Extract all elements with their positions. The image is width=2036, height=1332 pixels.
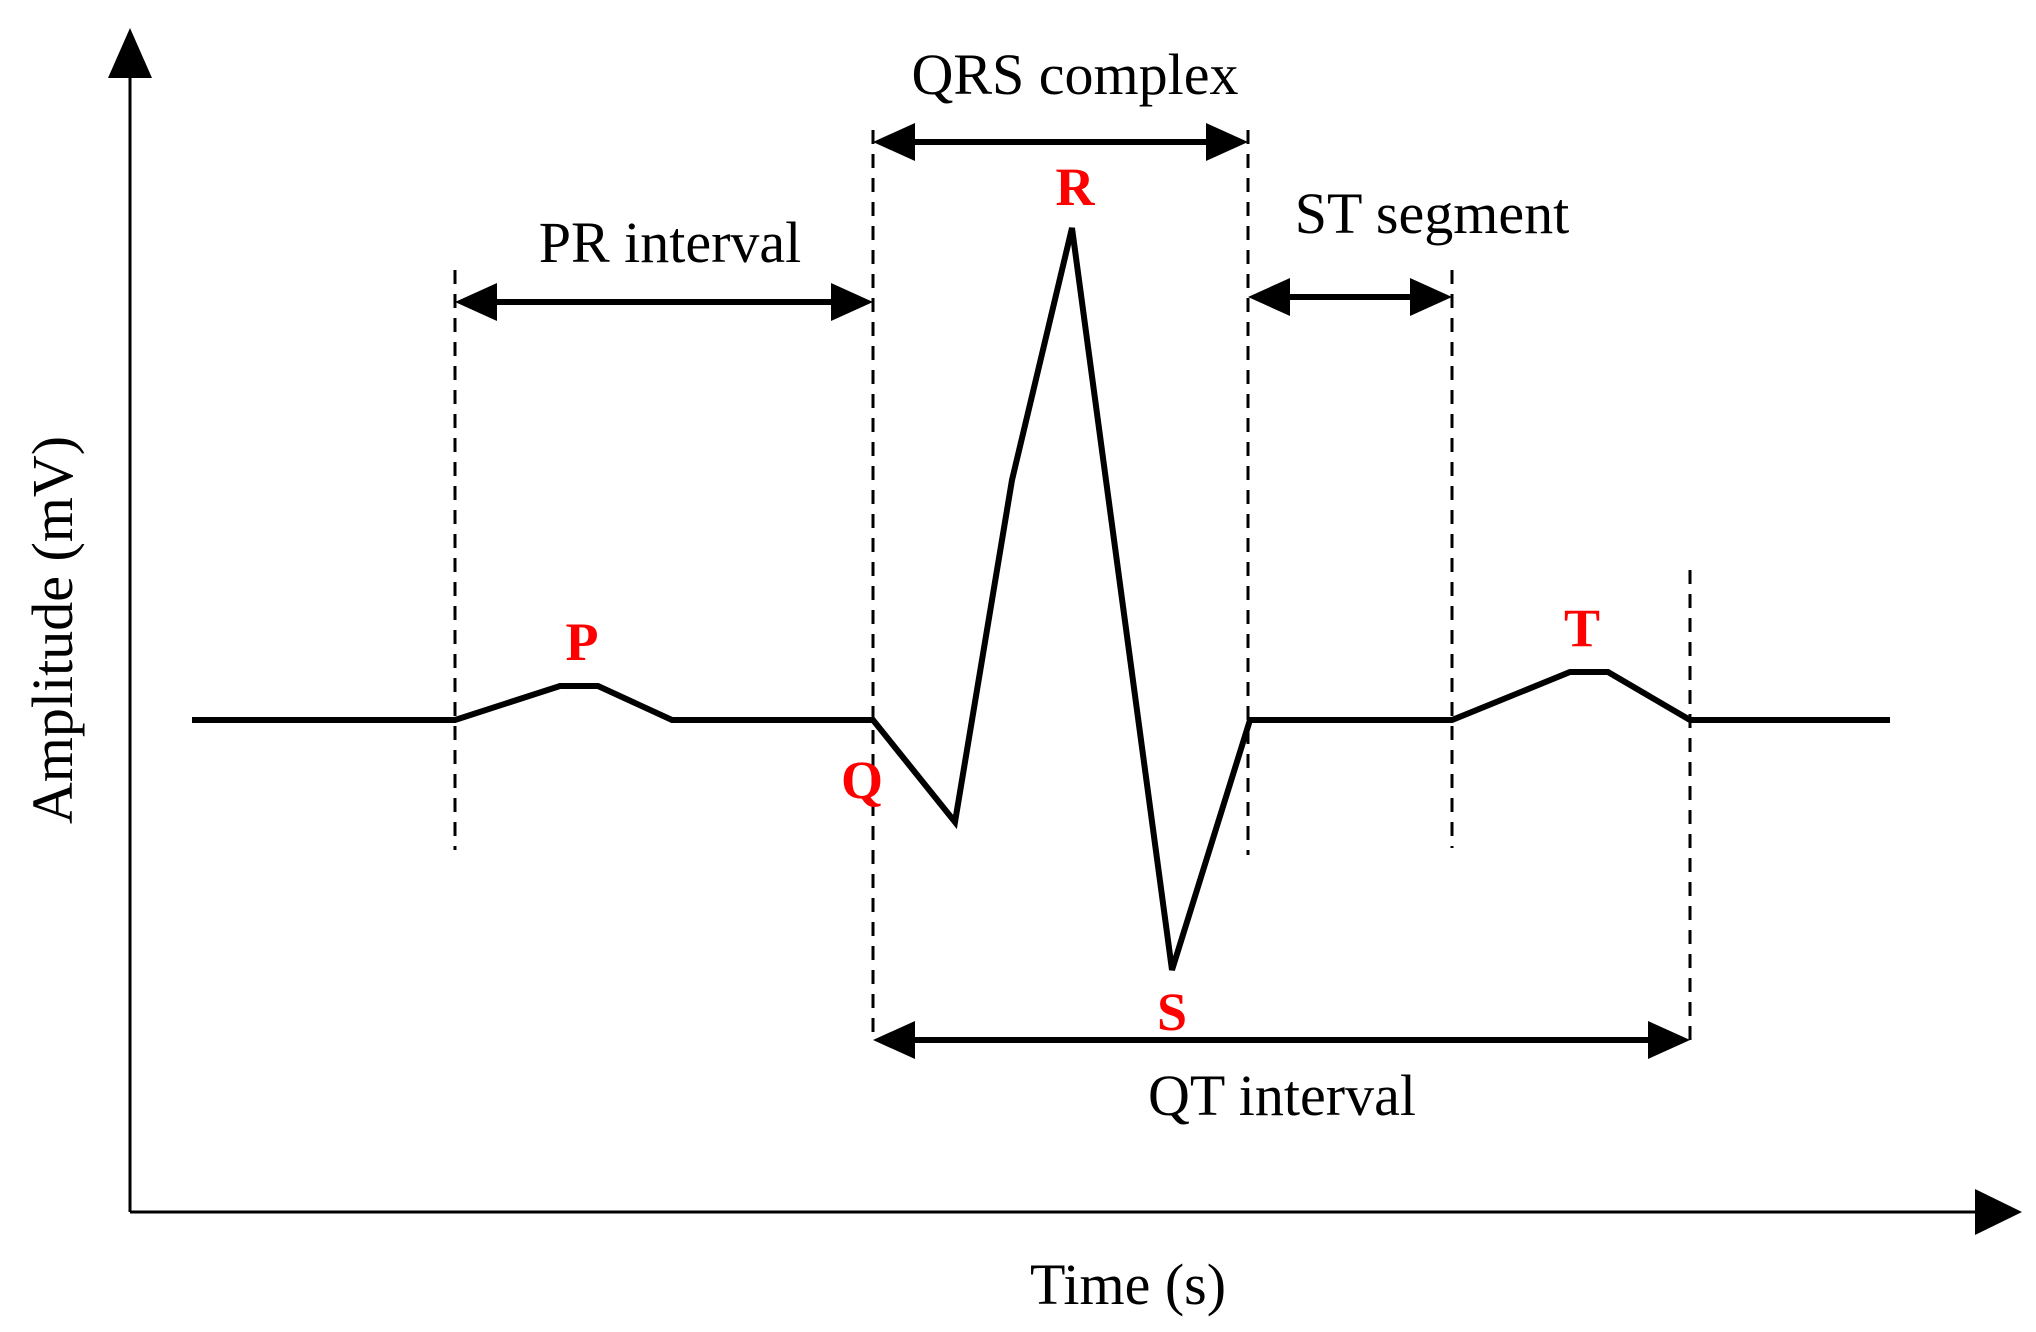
st-segment-arrow-right (1410, 278, 1452, 316)
wave-label-s: S (1157, 982, 1187, 1042)
qt-interval-span (873, 1021, 1690, 1059)
qrs-complex-span (873, 123, 1248, 161)
qrs-complex-arrow-left (873, 123, 915, 161)
x-axis-label: Time (s) (1030, 1252, 1226, 1317)
pr-interval-arrow-left (455, 283, 497, 321)
st-segment-span (1248, 278, 1452, 316)
qt-interval-arrow-right (1648, 1021, 1690, 1059)
x-axis-arrowhead (1975, 1189, 2022, 1235)
y-axis-label: Amplitude (mV) (20, 436, 85, 824)
qrs-complex-label: QRS complex (911, 42, 1238, 107)
wave-label-p: P (566, 612, 599, 672)
pr-interval-arrow-right (831, 283, 873, 321)
qt-interval-arrow-left (873, 1021, 915, 1059)
qt-interval-label: QT interval (1148, 1063, 1416, 1128)
st-segment-arrow-left (1248, 278, 1290, 316)
pr-interval-span (455, 283, 873, 321)
y-axis-arrowhead (108, 28, 152, 78)
pr-interval-label: PR interval (539, 210, 802, 275)
qrs-complex-arrow-right (1206, 123, 1248, 161)
ecg-trace (192, 227, 1890, 971)
wave-label-q: Q (841, 750, 883, 810)
axes (108, 28, 2022, 1235)
wave-label-r: R (1056, 157, 1096, 217)
wave-label-t: T (1564, 598, 1600, 658)
st-segment-label: ST segment (1295, 181, 1569, 246)
